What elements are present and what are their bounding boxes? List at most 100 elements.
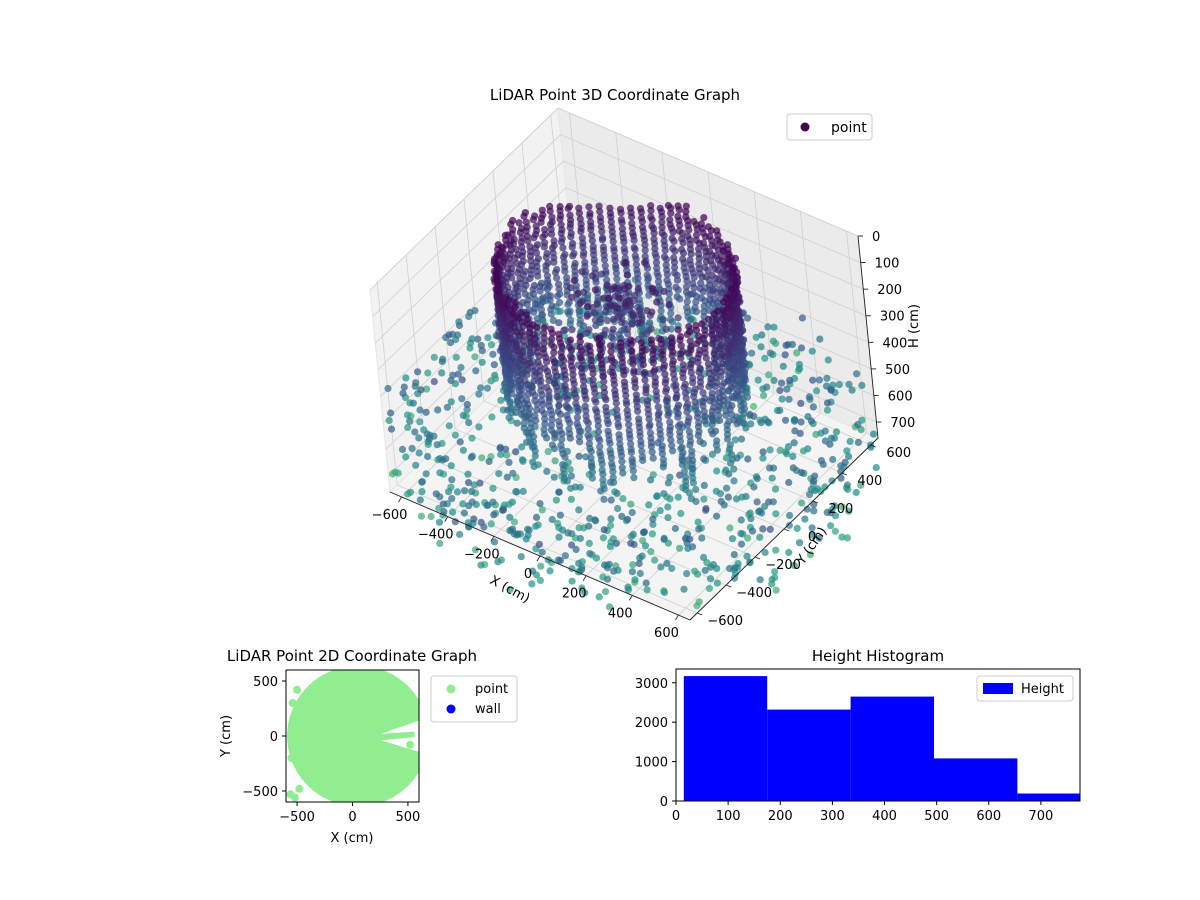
chart-3d-point [569,239,577,248]
chart-3d-point [808,524,816,532]
chart-3d-point [823,399,832,407]
chart-3d-point [596,334,604,342]
chart-3d-point [691,304,699,312]
chart-3d-point [666,473,674,481]
chart-3d-point [581,258,589,266]
chart-3d-point [795,365,804,373]
chart-3d-point [695,250,703,258]
chart-3d-point [660,253,669,261]
chart-3d-point [778,379,786,387]
chart-3d-point [648,222,656,230]
chart-3d-point [726,524,734,532]
chart-3d-point [636,205,645,213]
chart-3d-point [568,577,576,585]
chart-3d-point [546,567,554,575]
chart-3d-point [565,343,574,351]
chart-3d-point [384,384,392,393]
chart-3d-point [567,229,575,237]
chart-3d-point [547,426,556,434]
chart-3d-point [597,487,605,495]
chart-3d-point [445,422,453,430]
chart-3d-point [701,566,709,575]
chart-3d-point [610,244,618,252]
chart-3d-point [546,292,555,300]
chart-3d-point [555,401,563,410]
chart-3d-point [647,207,655,215]
chart-3d-point [728,411,736,419]
chart-3d-point [678,443,686,451]
chart-3d-point [821,437,830,445]
chart-3d-point [547,325,555,333]
chart-3d-point [691,385,699,393]
chart-3d-point [766,349,775,357]
chart-3d-point [651,250,659,258]
chart-3d-point [607,301,615,309]
chart-3d-point [577,364,586,372]
chart-3d-point [549,355,557,363]
chart-3d-point [556,426,564,435]
chart-3d-point [678,235,686,243]
chart-3d-point [475,423,483,431]
chart-3d-point [659,455,668,464]
chart-3d-point [600,377,608,386]
chart-3d-point [626,204,635,212]
chart-3d-ytick-mark [754,556,761,560]
chart-3d-point [503,301,512,309]
chart-3d-point [550,237,558,245]
chart-3d-point [456,530,464,539]
chart-3d-point [528,443,537,451]
chart-3d-point [580,249,588,257]
chart-3d-point [529,438,538,446]
chart-3d-point [674,314,682,322]
chart-3d-point [487,341,496,349]
chart-3d-point [747,515,755,523]
chart-3d-point [822,382,831,390]
chart-3d-point [857,481,865,489]
chart-3d-point [674,202,682,210]
chart-3d-point [709,403,718,411]
chart-3d-point [704,223,713,231]
chart-3d-point [503,451,511,459]
chart-3d-point [672,283,680,291]
chart-3d-point [738,414,747,422]
chart-3d-point [733,420,741,428]
chart-3d-point [757,343,765,351]
chart-3d-point [653,269,661,277]
chart-3d-point [624,583,632,591]
chart-3d-point [610,567,618,575]
chart-3d-point [572,400,580,408]
chart-3d-point [722,294,730,302]
chart-3d-point [594,294,602,302]
chart-3d-point [638,447,646,455]
chart-3d-point [614,504,622,513]
chart-3d-point [489,498,497,506]
chart-3d-ytick-mark [783,528,790,532]
histogram-bars [683,676,1080,801]
chart-3d-point [423,430,431,438]
chart-3d-point [399,389,407,397]
chart-3d-point [835,381,843,389]
chart-3d-point [678,245,686,254]
histogram-ytick-label: 1000 [635,756,668,771]
chart-3d-point [690,217,698,226]
chart-3d-point [677,342,685,350]
chart-3d-point [468,434,476,442]
chart-3d-point [567,316,575,324]
chart-3d-xtick-label: −200 [464,547,500,562]
chart-3d-point [548,213,556,221]
chart-3d-point [761,548,769,557]
chart-3d-point [603,317,612,325]
chart-3d-point [649,355,658,363]
chart-3d-point [556,290,564,298]
chart-3d-point [816,335,824,343]
chart-3d-point [670,254,678,262]
chart-3d-xtick-label: −600 [372,508,408,523]
chart-3d-point [480,523,488,531]
chart-3d-point [686,535,694,543]
chart-3d-ztick-label: 200 [877,283,902,298]
chart-3d-point [799,447,808,455]
chart-3d-point [489,350,497,358]
chart-2d-point-cloud [286,670,419,802]
chart-3d-point [543,249,551,258]
chart-3d-point [848,386,856,394]
